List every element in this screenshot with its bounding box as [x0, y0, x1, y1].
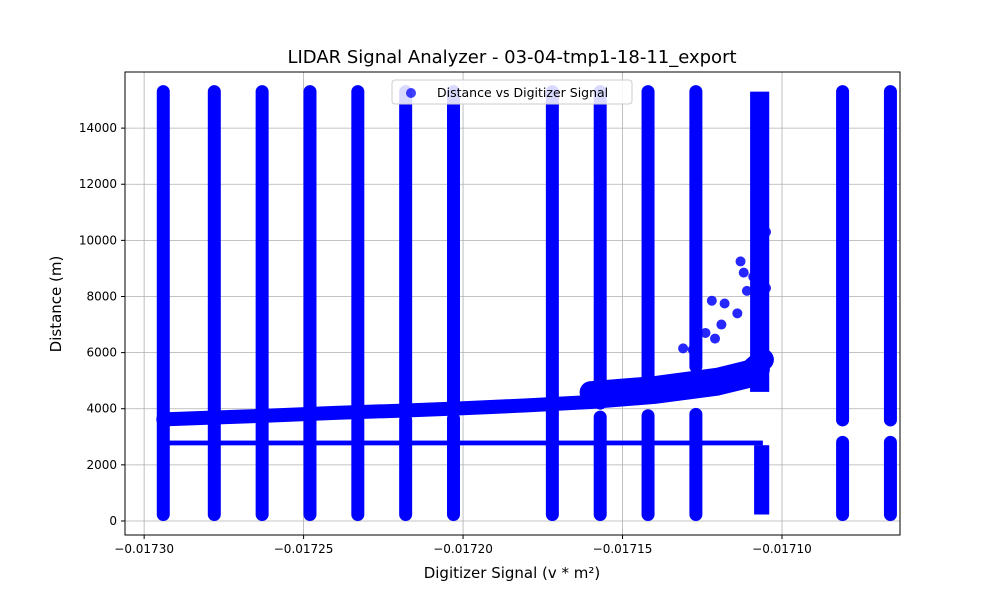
x-tick-label: −0.01720: [433, 542, 493, 556]
data-point: [710, 333, 721, 344]
data-point: [751, 257, 762, 268]
data-point: [751, 294, 762, 305]
data-point: [738, 267, 749, 278]
data-point: [748, 271, 759, 282]
low-tail: [754, 445, 770, 515]
data-point: [719, 298, 730, 309]
data-point: [741, 285, 752, 296]
data-point: [678, 343, 689, 354]
data-point: [706, 295, 717, 306]
data-point: [757, 182, 768, 193]
x-tick-label: −0.01730: [114, 542, 174, 556]
y-tick-label: 8000: [86, 289, 117, 303]
grid-lines: [125, 72, 900, 535]
y-tick-label: 2000: [86, 458, 117, 472]
data-point: [732, 308, 743, 319]
y-tick-label: 4000: [86, 402, 117, 416]
legend: Distance vs Digitizer Signal: [391, 79, 633, 105]
y-tick-label: 10000: [79, 233, 117, 247]
dense-region: [750, 91, 770, 392]
x-tick-label: −0.01710: [752, 542, 812, 556]
data-marks: [156, 85, 897, 522]
y-tick-label: 14000: [79, 121, 117, 135]
chart-title: LIDAR Signal Analyzer - 03-04-tmp1-18-11…: [287, 47, 736, 68]
data-point: [700, 327, 711, 338]
x-tick-label: −0.01725: [274, 542, 334, 556]
y-tick-label: 0: [109, 514, 117, 528]
data-point: [687, 344, 698, 355]
y-tick-label: 6000: [86, 346, 117, 360]
legend-label: Distance vs Digitizer Signal: [437, 85, 608, 100]
data-point: [761, 283, 772, 294]
data-point: [761, 226, 772, 237]
x-tick-label: −0.01715: [593, 542, 653, 556]
y-tick-label: 12000: [79, 177, 117, 191]
axis-ticks: −0.01730 −0.01725 −0.01720 −0.01715 −0.01710…: [79, 121, 812, 556]
plot-background: [125, 72, 900, 535]
y-axis-title: Distance (m): [47, 256, 65, 353]
data-point: [757, 249, 768, 260]
plot-frame: [124, 71, 901, 536]
data-point: [716, 319, 727, 330]
legend-box: [391, 79, 633, 105]
horizontal-band: [157, 440, 763, 446]
data-point: [735, 256, 746, 267]
x-axis-title: Digitizer Signal (v * m²): [424, 564, 601, 582]
legend-marker: [406, 88, 416, 98]
